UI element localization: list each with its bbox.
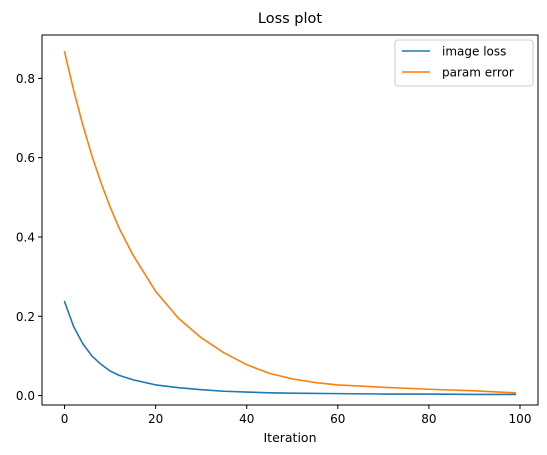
y-tick-label: 0.8 xyxy=(16,72,35,86)
x-tick-label: 0 xyxy=(61,412,69,426)
chart-title: Loss plot xyxy=(258,11,323,27)
y-tick-label: 0.0 xyxy=(16,389,35,403)
x-axis-label: Iteration xyxy=(263,430,316,445)
x-tick-label: 80 xyxy=(421,412,436,426)
y-tick-label: 0.6 xyxy=(16,151,35,165)
series-line-2 xyxy=(63,51,517,394)
legend: image loss param error xyxy=(394,39,534,87)
series-layer xyxy=(63,51,517,396)
plot-frame xyxy=(41,34,539,406)
y-axis-ticks: 0.0 0.2 0.4 0.6 0.8 xyxy=(16,72,42,403)
y-tick-label: 0.4 xyxy=(16,230,35,244)
series-line-1 xyxy=(63,300,517,396)
x-tick-label: 20 xyxy=(148,412,163,426)
legend-label-1: image loss xyxy=(442,45,506,59)
y-tick-label: 0.2 xyxy=(16,310,35,324)
x-axis-ticks: 0 20 40 60 80 100 xyxy=(61,405,532,426)
x-tick-label: 100 xyxy=(509,412,532,426)
x-tick-label: 40 xyxy=(239,412,254,426)
plot-area xyxy=(42,35,538,405)
x-tick-label: 60 xyxy=(330,412,345,426)
legend-label-2: param error xyxy=(442,66,514,80)
